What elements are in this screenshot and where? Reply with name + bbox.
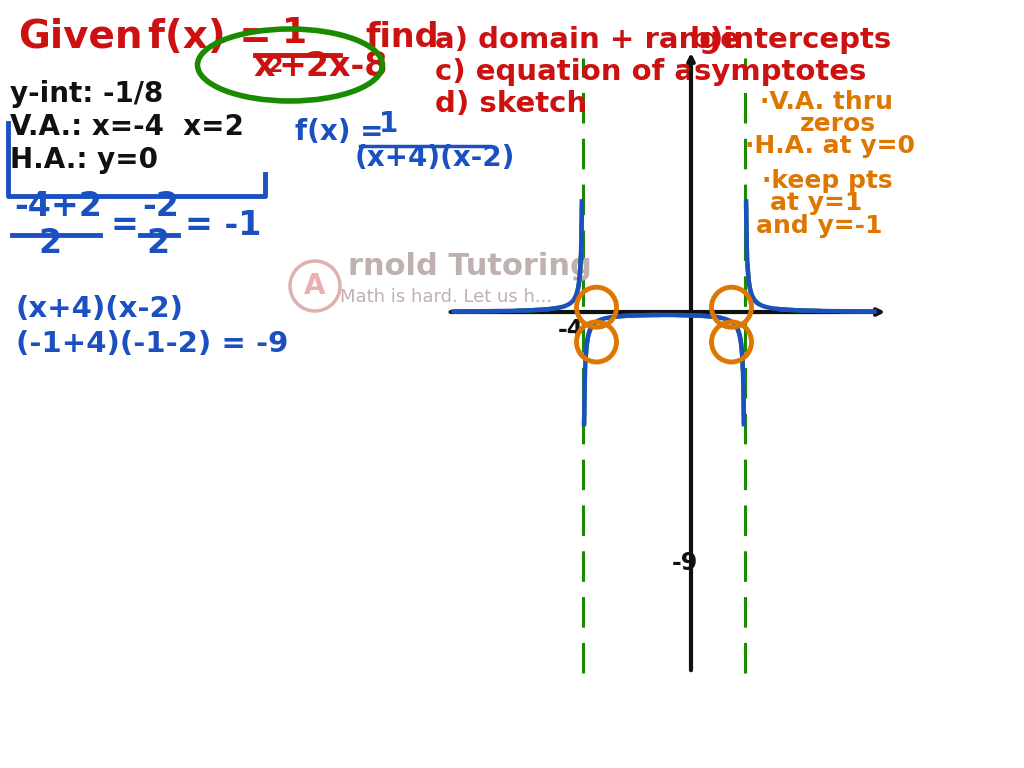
Text: d) sketch: d) sketch: [435, 90, 587, 118]
Text: -4: -4: [558, 318, 584, 342]
Text: -4+2: -4+2: [14, 190, 101, 223]
Text: (-1+4)(-1-2) = -9: (-1+4)(-1-2) = -9: [16, 330, 289, 358]
Text: = -1: = -1: [185, 209, 261, 242]
Text: y-int: -1/8: y-int: -1/8: [10, 80, 163, 108]
Text: -9: -9: [672, 551, 698, 574]
Text: +2x-8: +2x-8: [278, 50, 387, 83]
Text: 2: 2: [267, 56, 283, 76]
Text: 1: 1: [379, 110, 397, 138]
Text: 2: 2: [146, 227, 170, 260]
Text: 2: 2: [39, 227, 61, 260]
Text: f(x) =: f(x) =: [148, 18, 272, 56]
Text: find: find: [365, 21, 438, 54]
Text: b)intercepts: b)intercepts: [690, 26, 892, 54]
Text: zeros: zeros: [800, 112, 876, 136]
Text: H.A.: y=0: H.A.: y=0: [10, 146, 158, 174]
Text: ·keep pts: ·keep pts: [762, 169, 893, 193]
Text: at y=1: at y=1: [770, 191, 862, 215]
Text: (x+4)(x-2): (x+4)(x-2): [16, 295, 184, 323]
Text: c) equation of asymptotes: c) equation of asymptotes: [435, 58, 866, 86]
Text: x: x: [253, 50, 274, 83]
Text: ·H.A. at y=0: ·H.A. at y=0: [745, 134, 915, 158]
Text: A: A: [304, 272, 326, 300]
Text: f(x) =: f(x) =: [295, 118, 384, 146]
Text: 1: 1: [283, 16, 307, 50]
Text: Given: Given: [18, 18, 142, 56]
Text: V.A.: x=-4  x=2: V.A.: x=-4 x=2: [10, 113, 244, 141]
Text: Math is hard. Let us h...: Math is hard. Let us h...: [340, 288, 552, 306]
Text: (x+4)(x-2): (x+4)(x-2): [355, 144, 515, 172]
Text: -2: -2: [142, 190, 179, 223]
Text: =: =: [110, 209, 138, 242]
Text: a) domain + range: a) domain + range: [435, 26, 740, 54]
Text: ·V.A. thru: ·V.A. thru: [760, 90, 893, 114]
Text: and y=-1: and y=-1: [756, 214, 883, 238]
Text: rnold Tutoring: rnold Tutoring: [348, 252, 592, 281]
